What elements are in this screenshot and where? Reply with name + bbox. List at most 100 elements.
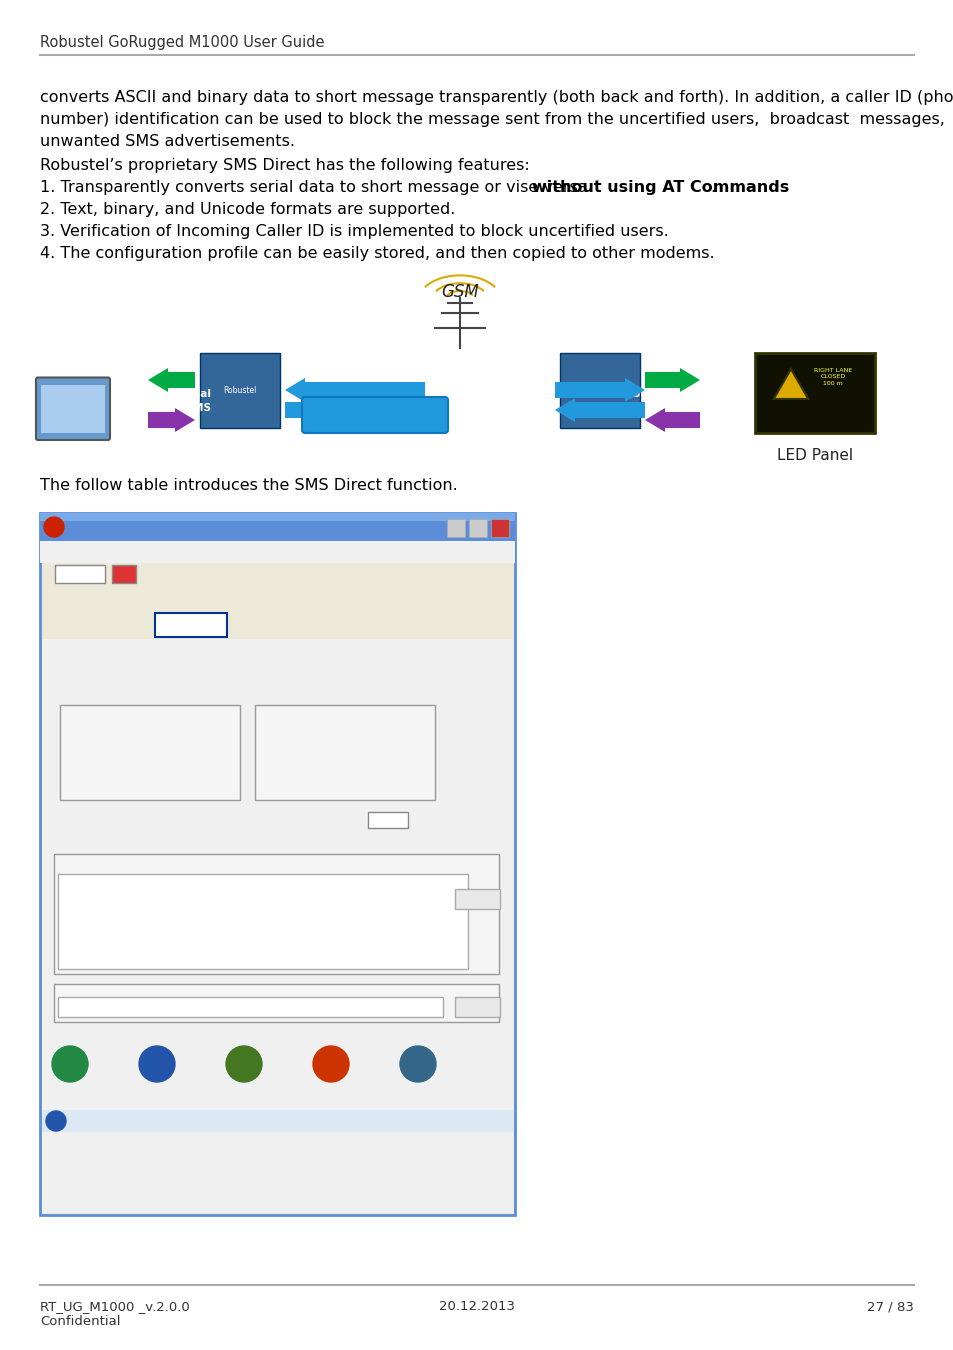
Text: COM7 ▼: COM7 ▼ xyxy=(57,568,103,579)
Text: 2. Text, binary, and Unicode formats are supported.: 2. Text, binary, and Unicode formats are… xyxy=(40,202,455,217)
Text: Robustel GoRugged M1000 User Guide: Robustel GoRugged M1000 User Guide xyxy=(40,35,324,50)
Text: Confidential: Confidential xyxy=(40,1315,120,1328)
Bar xyxy=(40,513,515,541)
Text: File: File xyxy=(55,545,76,559)
Text: number) identification can be used to block the message sent from the uncertifie: number) identification can be used to bl… xyxy=(40,112,953,127)
FancyBboxPatch shape xyxy=(491,518,509,537)
Text: Robustel: Robustel xyxy=(223,386,256,396)
Text: ModemConfigurator: ModemConfigurator xyxy=(70,521,220,533)
Text: Write: Write xyxy=(141,1092,172,1106)
FancyArrow shape xyxy=(285,378,424,402)
Text: ─: ─ xyxy=(453,524,458,535)
Text: Reboot: Reboot xyxy=(310,1092,352,1106)
Text: Send: Send xyxy=(58,986,84,995)
Bar xyxy=(40,513,515,521)
Text: * Reboot for changes to take effect: * Reboot for changes to take effect xyxy=(145,567,352,580)
FancyBboxPatch shape xyxy=(447,518,464,537)
Text: ☐ From Mobile: ☐ From Mobile xyxy=(71,744,148,755)
Circle shape xyxy=(313,1046,349,1081)
Text: 4. The configuration profile can be easily stored, and then copied to other mode: 4. The configuration profile can be easi… xyxy=(40,246,714,261)
Text: help: help xyxy=(185,545,212,559)
FancyBboxPatch shape xyxy=(112,566,136,583)
Text: ○ Binary (8 bits): ○ Binary (8 bits) xyxy=(71,778,158,788)
Text: AT: AT xyxy=(64,1002,77,1012)
FancyBboxPatch shape xyxy=(60,705,240,801)
Text: LED Panel: LED Panel xyxy=(776,448,852,463)
Text: Read: Read xyxy=(55,1092,85,1106)
FancyBboxPatch shape xyxy=(559,352,639,428)
FancyBboxPatch shape xyxy=(469,518,486,537)
Text: ○ Unicode (UC82): ○ Unicode (UC82) xyxy=(267,761,360,771)
FancyArrow shape xyxy=(285,398,424,423)
Text: COM7 115200,n,8,1: COM7 115200,n,8,1 xyxy=(75,1116,179,1126)
Text: Γ  Enable SMS-IN: Γ Enable SMS-IN xyxy=(60,687,159,701)
Text: R: R xyxy=(50,522,58,532)
Text: |  Advanced  |  Modbus  |  Coil     |   Register  |  DI: | Advanced | Modbus | Coil | Register | … xyxy=(231,620,486,630)
Text: Settings: Settings xyxy=(120,545,172,559)
FancyBboxPatch shape xyxy=(200,352,280,428)
Bar xyxy=(42,1110,513,1133)
Text: Send: Send xyxy=(463,1002,492,1012)
Circle shape xyxy=(52,1046,88,1081)
FancyBboxPatch shape xyxy=(254,705,435,801)
Text: The follow table introduces the SMS Direct function.: The follow table introduces the SMS Dire… xyxy=(40,478,457,493)
Text: 27 / 83: 27 / 83 xyxy=(866,1300,913,1314)
Text: SMS  Direct: SMS Direct xyxy=(329,408,420,423)
Text: 20.12.2013: 20.12.2013 xyxy=(438,1300,515,1314)
FancyArrow shape xyxy=(644,408,700,432)
FancyBboxPatch shape xyxy=(154,613,227,637)
Text: Γ  Enable SMS-OUT: Γ Enable SMS-OUT xyxy=(260,687,373,701)
FancyBboxPatch shape xyxy=(368,811,408,828)
Bar xyxy=(42,1031,513,1102)
Text: SMS-OUT Data Format: SMS-OUT Data Format xyxy=(260,710,375,720)
FancyArrow shape xyxy=(644,369,700,391)
Text: *Set phone NO.in Phone Book->SMS IN, SMS OUT: *Set phone NO.in Phone Book->SMS IN, SMS… xyxy=(60,666,335,675)
Circle shape xyxy=(399,1046,436,1081)
FancyBboxPatch shape xyxy=(58,873,468,969)
Text: ○ Binary (8 bits): ○ Binary (8 bits) xyxy=(267,778,353,788)
Text: ◉ TextASCII: ◉ TextASCII xyxy=(71,728,132,737)
FancyBboxPatch shape xyxy=(455,890,499,909)
Text: □: □ xyxy=(473,524,482,535)
FancyArrow shape xyxy=(148,408,194,432)
Text: unwanted SMS advertisements.: unwanted SMS advertisements. xyxy=(40,134,294,148)
FancyBboxPatch shape xyxy=(58,998,442,1017)
Bar xyxy=(40,541,515,563)
FancyBboxPatch shape xyxy=(302,397,448,433)
FancyBboxPatch shape xyxy=(54,855,498,973)
Text: Serial to SMS: Serial to SMS xyxy=(132,404,211,413)
FancyBboxPatch shape xyxy=(54,984,498,1022)
Circle shape xyxy=(44,517,64,537)
FancyBboxPatch shape xyxy=(754,352,874,433)
Text: ✕: ✕ xyxy=(118,567,129,580)
Text: Com   |   Basic: Com | Basic xyxy=(52,620,127,630)
Text: SMS to Serial: SMS to Serial xyxy=(132,389,211,400)
Text: SMS-IN Data Format: SMS-IN Data Format xyxy=(65,710,170,720)
Text: 0: 0 xyxy=(372,815,378,825)
Text: DO    |  Reboot  |  Phone Book  |  Phone Group  |  Networks  |  Init. String  | : DO | Reboot | Phone Book | Phone Group |… xyxy=(52,597,477,608)
Text: GSM: GSM xyxy=(440,284,478,301)
Text: ✕: ✕ xyxy=(496,524,503,535)
FancyBboxPatch shape xyxy=(455,998,499,1017)
Text: Max.  SMS/Day: Max. SMS/Day xyxy=(270,811,353,822)
Text: converts ASCII and binary data to short message transparently (both back and for: converts ASCII and binary data to short … xyxy=(40,90,953,105)
Text: SMS Direct: SMS Direct xyxy=(158,620,223,630)
Text: PC: PC xyxy=(63,385,83,400)
Circle shape xyxy=(226,1046,262,1081)
Text: sw:1.4.6 hw:1.4.1A: sw:1.4.6 hw:1.4.1A xyxy=(220,1116,318,1126)
FancyArrow shape xyxy=(148,369,194,391)
Text: ○ Unicode (UC82): ○ Unicode (UC82) xyxy=(71,761,166,771)
Circle shape xyxy=(139,1046,174,1081)
Bar xyxy=(41,385,105,433)
Text: 1. Transparently converts serial data to short message or vise versa: 1. Transparently converts serial data to… xyxy=(40,180,592,194)
Text: *SMS Direct is only availble under Config Mode: *SMS Direct is only availble under Confi… xyxy=(60,649,322,659)
Text: Γ  Auto Add Timestamp
      (dd.mm.yy hh:mm:ss): Γ Auto Add Timestamp (dd.mm.yy hh:mm:ss) xyxy=(60,811,204,836)
Text: RT_UG_M1000 _v.2.0.0: RT_UG_M1000 _v.2.0.0 xyxy=(40,1300,190,1314)
Text: .: . xyxy=(709,180,715,194)
Text: ◉ TextASCII: ◉ TextASCII xyxy=(267,728,327,737)
Text: without using AT Commands: without using AT Commands xyxy=(532,180,788,194)
Text: ☐ To Mobile: ☐ To Mobile xyxy=(267,744,328,755)
Text: Robustel: Robustel xyxy=(582,386,616,396)
FancyBboxPatch shape xyxy=(40,513,515,1215)
Text: Default: Default xyxy=(222,1092,265,1106)
